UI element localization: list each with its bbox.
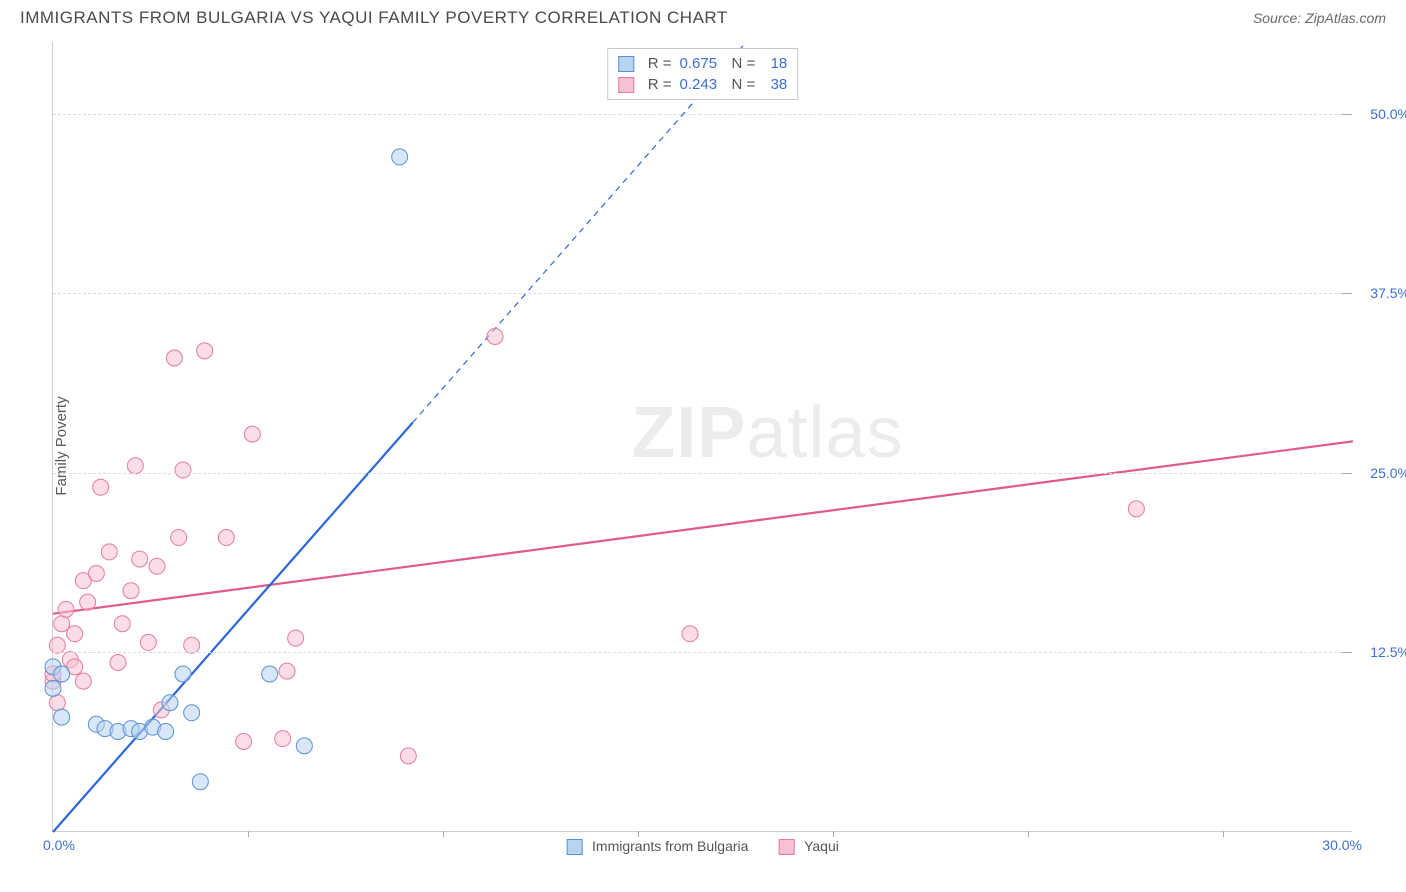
point-yaqui [101, 544, 117, 560]
swatch-bulgaria [618, 56, 634, 72]
n-label: N = [732, 55, 756, 72]
y-tick-mark [1342, 114, 1352, 115]
swatch-yaqui-icon [778, 839, 794, 855]
point-yaqui [67, 626, 83, 642]
stats-row-bulgaria: R = 0.675 N = 18 [618, 53, 788, 74]
point-yaqui [123, 583, 139, 599]
point-yaqui [275, 731, 291, 747]
point-bulgaria [175, 666, 191, 682]
point-yaqui [49, 695, 65, 711]
plot-area: ZIPatlas R = 0.675 N = 18 R = 0.243 N = … [52, 42, 1352, 832]
point-yaqui [171, 530, 187, 546]
point-yaqui [279, 663, 295, 679]
n-value-yaqui: 38 [763, 76, 787, 93]
source-label: Source: ZipAtlas.com [1253, 10, 1386, 26]
stats-legend: R = 0.675 N = 18 R = 0.243 N = 38 [607, 48, 799, 100]
swatch-yaqui [618, 77, 634, 93]
r-label: R = [648, 55, 672, 72]
r-value-yaqui: 0.243 [680, 76, 724, 93]
point-yaqui [58, 601, 74, 617]
y-tick-label: 50.0% [1355, 106, 1406, 122]
point-yaqui [132, 551, 148, 567]
point-bulgaria [54, 709, 70, 725]
point-yaqui [140, 634, 156, 650]
gridline [53, 652, 1352, 653]
point-bulgaria [184, 705, 200, 721]
point-yaqui [149, 558, 165, 574]
r-value-bulgaria: 0.675 [680, 55, 724, 72]
x-tick-mark [248, 831, 249, 837]
point-yaqui [88, 565, 104, 581]
x-tick-mark [833, 831, 834, 837]
point-yaqui [54, 616, 70, 632]
legend-label-bulgaria: Immigrants from Bulgaria [592, 838, 748, 854]
y-tick-mark [1342, 652, 1352, 653]
point-yaqui [127, 458, 143, 474]
point-yaqui [184, 637, 200, 653]
point-yaqui [110, 655, 126, 671]
point-bulgaria [262, 666, 278, 682]
x-tick-mark [443, 831, 444, 837]
point-yaqui [80, 594, 96, 610]
chart-title: IMMIGRANTS FROM BULGARIA VS YAQUI FAMILY… [20, 8, 728, 28]
point-yaqui [93, 479, 109, 495]
x-tick-mark [1223, 831, 1224, 837]
r-label: R = [648, 76, 672, 93]
y-tick-label: 12.5% [1355, 644, 1406, 660]
point-bulgaria [158, 723, 174, 739]
point-yaqui [288, 630, 304, 646]
x-tick-mark [638, 831, 639, 837]
point-bulgaria [54, 666, 70, 682]
point-yaqui [75, 673, 91, 689]
point-yaqui [400, 748, 416, 764]
point-yaqui [114, 616, 130, 632]
legend-item-bulgaria: Immigrants from Bulgaria [566, 838, 748, 855]
point-bulgaria [296, 738, 312, 754]
point-yaqui [166, 350, 182, 366]
point-yaqui [1128, 501, 1144, 517]
gridline [53, 293, 1352, 294]
x-tick-0: 0.0% [43, 837, 75, 853]
point-bulgaria [162, 695, 178, 711]
point-bulgaria [45, 680, 61, 696]
swatch-bulgaria-icon [566, 839, 582, 855]
point-yaqui [218, 530, 234, 546]
point-yaqui [197, 343, 213, 359]
point-yaqui [682, 626, 698, 642]
legend-label-yaqui: Yaqui [804, 838, 839, 854]
scatter-svg [53, 42, 1352, 831]
point-yaqui [487, 328, 503, 344]
point-yaqui [236, 734, 252, 750]
series-legend: Immigrants from Bulgaria Yaqui [566, 838, 839, 855]
gridline [53, 114, 1352, 115]
x-tick-max: 30.0% [1322, 837, 1362, 853]
point-yaqui [49, 637, 65, 653]
y-tick-label: 25.0% [1355, 465, 1406, 481]
y-tick-mark [1342, 473, 1352, 474]
gridline [53, 473, 1352, 474]
x-tick-mark [1028, 831, 1029, 837]
n-value-bulgaria: 18 [763, 55, 787, 72]
point-yaqui [175, 462, 191, 478]
point-bulgaria [192, 774, 208, 790]
point-bulgaria [392, 149, 408, 165]
y-tick-mark [1342, 293, 1352, 294]
n-label: N = [732, 76, 756, 93]
legend-item-yaqui: Yaqui [778, 838, 838, 855]
y-tick-label: 37.5% [1355, 285, 1406, 301]
stats-row-yaqui: R = 0.243 N = 38 [618, 74, 788, 95]
trendline-yaqui [53, 441, 1353, 613]
point-yaqui [244, 426, 260, 442]
